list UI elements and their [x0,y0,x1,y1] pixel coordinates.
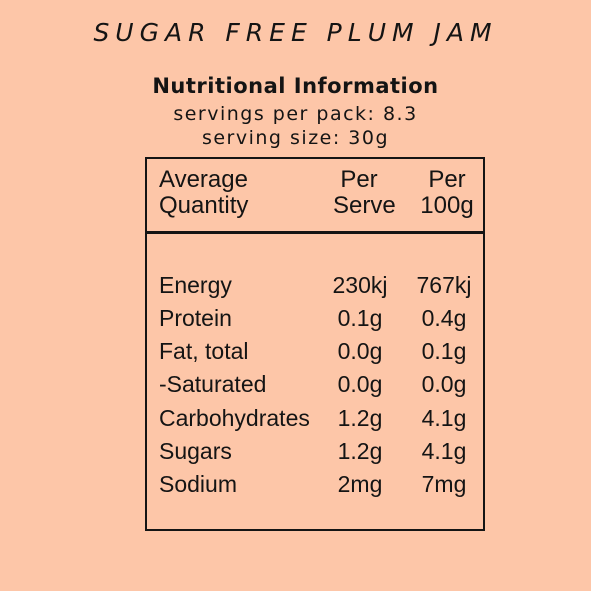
header-serve-line2: Serve [333,192,396,219]
table-header: Average Quantity Per Serve Per 100g [147,159,483,234]
table-row: Carbohydrates 1.2g 4.1g [147,405,483,438]
nutrient-name: Sodium [159,471,237,497]
per-100g-value: 0.4g [421,305,467,331]
header-average-quantity: Average Quantity [159,167,248,219]
table-row: Energy 230kj 767kj [147,272,483,305]
table-row: Sugars 1.2g 4.1g [147,438,483,471]
per-100g-value: 4.1g [421,438,467,464]
serving-size: serving size: 30g [201,127,390,149]
per-100g-value: 7mg [421,471,467,497]
per-serve-value: 0.1g [337,305,383,331]
per-100g-value: 0.0g [421,371,467,397]
nutrient-name: Carbohydrates [159,405,310,431]
per-serve-value: 230kj [332,272,388,298]
header-per100-line2: 100g [420,192,474,219]
header-per100-line1: Per [428,166,466,193]
per-100g-value: 0.1g [421,338,467,364]
per-serve-value: 1.2g [337,438,383,464]
table-row: Fat, total 0.0g 0.1g [147,338,483,371]
per-serve-value: 0.0g [337,371,383,397]
per-serve-value: 0.0g [337,338,383,364]
header-per-100g: Per 100g [415,167,479,219]
table-row: Sodium 2mg 7mg [147,471,483,504]
table-row: Protein 0.1g 0.4g [147,305,483,338]
per-100g-value: 4.1g [421,405,467,431]
nutrient-name: Energy [159,272,232,298]
nutrition-table: Average Quantity Per Serve Per 100g Ener… [145,157,485,531]
per-serve-value: 1.2g [337,405,383,431]
nutrient-name: Sugars [159,438,232,464]
nutrient-name: Fat, total [159,338,249,364]
nutrient-name: Protein [159,305,232,331]
per-100g-value: 767kj [416,272,472,298]
table-row: -Saturated 0.0g 0.0g [147,371,483,404]
header-quantity-line1: Average [159,166,248,193]
nutrition-heading: Nutritional Information [152,74,439,98]
header-per-serve: Per Serve [333,166,396,219]
per-serve-value: 2mg [337,471,383,497]
nutrient-name: -Saturated [159,371,267,397]
servings-per-pack: servings per pack: 8.3 [173,103,418,125]
header-quantity-line2: Quantity [159,192,249,219]
product-title: SUGAR FREE PLUM JAM [93,18,498,47]
header-serve-line1: Per [340,166,378,193]
